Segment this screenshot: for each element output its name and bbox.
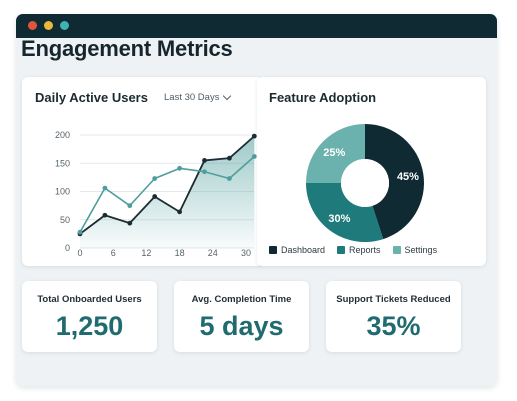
window-titlebar [16,14,497,38]
slice-value-label: 30% [328,213,350,225]
data-point [227,176,232,181]
page-title: Engagement Metrics [21,36,233,61]
date-range-dropdown[interactable]: Last 30 Days [164,89,232,105]
data-point [127,220,133,226]
x-tick-label: 24 [208,248,218,258]
x-tick-label: 12 [141,248,151,258]
y-tick-label: 50 [60,215,70,225]
data-point [152,194,158,199]
legend-swatch [392,246,401,254]
y-tick-label: 100 [55,187,70,197]
legend-label: Dashboard [281,245,326,255]
legend-swatch [337,246,346,254]
data-point [227,155,232,161]
data-point [251,154,257,159]
data-point [251,133,257,139]
stat-label: Total Onboarded Users [37,294,142,305]
stat-label: Support Tickets Reduced [336,294,451,305]
donut-hole [341,159,389,207]
donut-slice-dashboard [365,124,424,240]
daily-active-users-chart: 0 50 100 150 200 0 6 12 18 24 30 [55,130,257,258]
data-point [202,169,207,175]
legend-label: Settings [404,245,438,255]
data-point [77,229,83,235]
data-point [177,209,183,215]
data-point [102,185,108,191]
x-tick-label: 30 [241,248,251,258]
stat-label: Avg. Completion Time [191,294,292,305]
data-point [127,203,133,209]
legend-item-reports: Reports [337,245,381,255]
minimize-window-button[interactable] [44,21,53,30]
stat-card-completion-time: Avg. Completion Time 5 days [174,281,309,352]
data-point [177,165,183,171]
legend-item-settings: Settings [392,245,438,255]
data-point [102,212,108,218]
slice-value-label: 25% [323,147,345,159]
dau-card-title: Daily Active Users [35,90,148,105]
maximize-window-button[interactable] [60,21,69,30]
donut-slice-settings [306,124,365,183]
x-tick-label: 6 [111,248,116,258]
daily-active-users-card: Daily Active Users Last 30 Days 0 50 100 15… [22,77,263,266]
series-line-1 [79,135,255,235]
data-point [152,176,158,181]
legend-swatch [269,246,277,254]
stat-value: 5 days [199,311,284,341]
y-tick-label: 0 [65,243,70,253]
stat-card-tickets-reduced: Support Tickets Reduced 35% [326,281,461,352]
slice-value-label: 45% [397,171,419,183]
legend-label: Reports [349,245,381,255]
feature-adoption-legend: Dashboard Reports Settings [269,245,437,255]
x-tick-label: 0 [77,248,82,258]
stat-value: 1,250 [55,311,124,341]
legend-item-dashboard: Dashboard [269,245,325,255]
close-window-button[interactable] [28,21,37,30]
area-fill [80,136,255,248]
x-tick-label: 18 [175,248,185,258]
stat-value: 35% [366,311,421,341]
stat-card-onboarded-users: Total Onboarded Users 1,250 [22,281,157,352]
date-range-label: Last 30 Days [164,91,220,103]
donut-slice-reports [306,183,384,242]
y-tick-label: 150 [55,158,70,168]
feature-adoption-card: Feature Adoption 45% 30% 25% Dashboard Rep… [257,77,486,266]
y-tick-label: 200 [55,130,70,140]
fa-card-title: Feature Adoption [269,90,377,105]
data-point [202,158,207,163]
series-line-2 [79,155,255,233]
feature-adoption-donut-chart: 45% 30% 25% [306,124,424,242]
